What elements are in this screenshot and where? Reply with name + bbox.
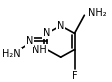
- Text: NH₂: NH₂: [88, 8, 107, 18]
- Text: F: F: [72, 71, 77, 81]
- Text: H₂N: H₂N: [2, 49, 21, 59]
- Text: N: N: [57, 21, 64, 31]
- Text: N: N: [26, 36, 33, 46]
- Text: N: N: [43, 28, 51, 38]
- Text: NH: NH: [32, 45, 47, 55]
